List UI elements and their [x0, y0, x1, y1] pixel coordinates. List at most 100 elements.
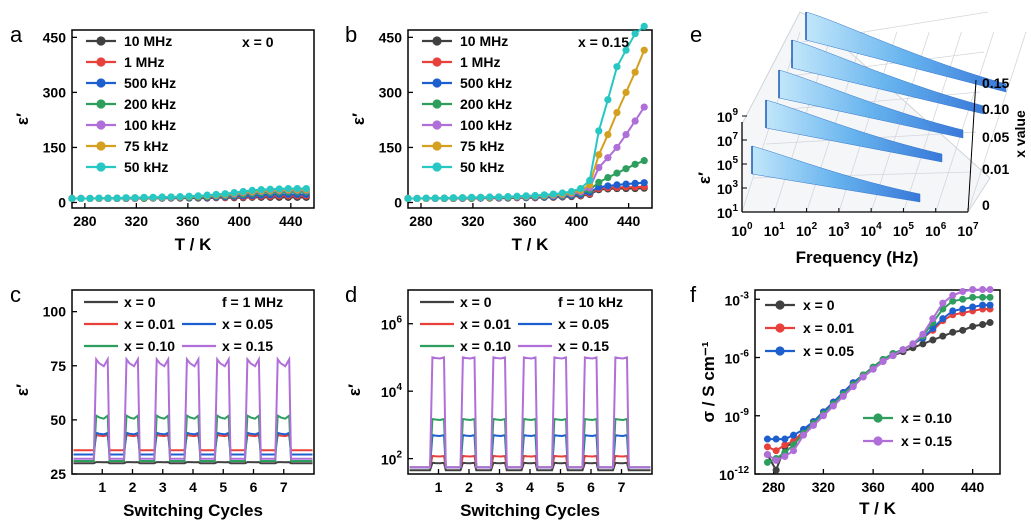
data-point [467, 193, 476, 201]
chart-f: 280 320 360 400 440 10-12 10-9 10-6 10-3 T / K σ /… [699, 286, 1001, 518]
data-point [763, 435, 771, 443]
y-tick-label: 0 [394, 194, 402, 210]
data-point [772, 466, 780, 474]
data-point [986, 301, 994, 309]
data-point [486, 193, 494, 201]
data-point [77, 194, 85, 203]
y-tick-label: 300 [43, 84, 67, 100]
data-point [772, 447, 780, 455]
legend-marker [775, 323, 785, 333]
data-point [631, 160, 639, 168]
x-axis-title: Switching Cycles [460, 501, 600, 520]
x-tick-label: 3 [159, 479, 167, 495]
data-point [640, 157, 648, 165]
data-point [939, 299, 947, 307]
y-tick-label: 10-9 [725, 407, 750, 425]
legend-label: x = 0 [124, 294, 156, 310]
data-point [239, 187, 247, 196]
x-axis-title: T / K [175, 235, 213, 254]
data-point [522, 192, 530, 200]
data-point [969, 286, 977, 294]
data-point [959, 295, 967, 303]
data-point [622, 88, 630, 96]
x-tick-label: 105 [893, 221, 915, 239]
data-point [230, 188, 238, 197]
data-point [212, 190, 220, 199]
legend-marker [96, 141, 106, 151]
data-point [969, 303, 977, 311]
data-point [275, 185, 283, 193]
x-tick-label: 280 [762, 479, 786, 495]
y-tick-label: 106 [381, 315, 403, 333]
legend-marker [873, 436, 883, 446]
data-point [404, 194, 412, 203]
data-point [772, 456, 780, 464]
data-point [284, 184, 292, 193]
y-tick-label: 10-12 [719, 465, 749, 483]
data-point [577, 184, 585, 193]
data-point [859, 373, 867, 381]
x-tick-label: 360 [861, 479, 885, 495]
legend-marker [873, 413, 883, 423]
data-point [122, 194, 130, 202]
chart-a: 280 320 360 400 440 0 150 300 450 T / K ε′ 10 MHz 1 … [13, 29, 315, 254]
data-point [781, 435, 789, 443]
grid-line [935, 31, 995, 213]
z-tick-label: 0.15 [982, 75, 1009, 91]
legend-label: 75 kHz [460, 138, 504, 154]
legend-marker [96, 36, 106, 46]
x-tick-label: 440 [961, 479, 985, 495]
data-point [540, 191, 548, 199]
series-line [409, 356, 651, 469]
series-line [73, 461, 313, 465]
panel-label-a: a [10, 22, 23, 47]
data-point [613, 181, 621, 189]
data-point [959, 326, 967, 334]
x-tick-label: 103 [828, 221, 850, 239]
data-point [95, 194, 103, 202]
data-point [631, 117, 639, 125]
data-point [257, 186, 265, 194]
data-point [889, 352, 897, 360]
data-point [909, 340, 917, 348]
legend-label: 50 kHz [124, 159, 168, 175]
data-point [986, 293, 994, 301]
series-line [408, 25, 645, 200]
y-axis-title: ε′ [13, 113, 32, 125]
data-point [959, 305, 967, 313]
x-tick-label: 1 [98, 479, 106, 495]
data-point [979, 293, 987, 301]
legend-label: x = 0 [803, 297, 835, 313]
data-point [513, 192, 521, 200]
legend-label: 100 kHz [124, 117, 176, 133]
x-tick-label: 4 [189, 479, 197, 495]
legend-marker [432, 36, 442, 46]
legend-marker [432, 78, 442, 88]
x-tick-label: 2 [129, 479, 137, 495]
x-tick-label: 440 [617, 213, 641, 229]
data-point [595, 164, 603, 172]
x-tick-label: 5 [219, 479, 227, 495]
data-point [158, 193, 166, 201]
x-tick-label: 7 [618, 479, 626, 495]
z-axis-line [967, 79, 977, 213]
plot-frame [71, 29, 315, 209]
data-point [176, 193, 184, 201]
data-point [640, 103, 648, 111]
surface-ribbon [751, 145, 921, 203]
data-point [631, 179, 639, 188]
x-tick-label: 360 [513, 213, 537, 229]
data-point [986, 319, 994, 327]
legend-label: 10 MHz [124, 33, 172, 49]
data-point [979, 301, 987, 309]
data-point [899, 346, 907, 354]
y-tick-label: 150 [379, 139, 403, 155]
y-tick-label: 10-6 [725, 349, 750, 367]
data-point [849, 383, 857, 391]
data-point [622, 130, 630, 139]
data-point [819, 412, 827, 420]
data-point [604, 182, 612, 190]
data-point [104, 194, 112, 202]
legend-label: 500 kHz [124, 75, 176, 91]
